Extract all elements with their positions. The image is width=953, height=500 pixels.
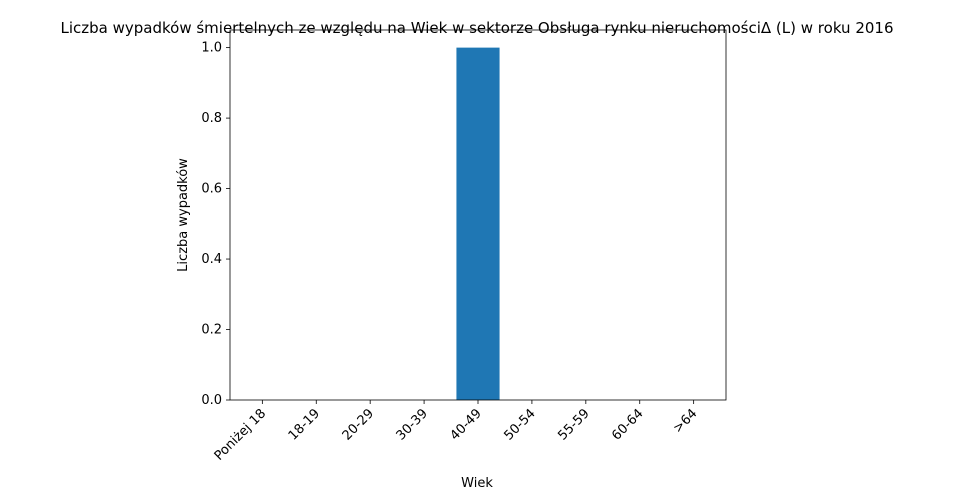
y-tick-label: 0.2 [201,323,222,338]
y-tick-label: 1.0 [201,41,222,56]
x-axis: Poniżej 18 18-19 20-29 30-39 40-49 50-54 55-59… [212,400,700,464]
bars [456,47,500,400]
x-tick-label: >64 [670,406,700,436]
chart-title: Liczba wypadków śmiertelnych ze względu … [60,19,893,37]
y-tick-label: 0.4 [201,252,222,267]
y-tick-label: 0.6 [201,182,222,197]
x-tick-label: 30-39 [394,406,431,443]
x-axis-label: Wiek [461,476,493,491]
x-tick-label: 50-54 [501,406,538,443]
plot-frame [229,29,727,401]
y-tick-label: 0.0 [201,393,222,408]
y-tick-label: 0.8 [201,111,222,126]
x-tick-label: 60-64 [609,406,646,443]
x-tick-label: 18-19 [286,406,323,443]
x-tick-label: 20-29 [340,406,377,443]
y-axis: 0.0 0.2 0.4 0.6 0.8 1.0 [201,41,230,408]
y-axis-label: Liczba wypadków [176,158,191,272]
x-tick-label: 40-49 [448,406,485,443]
x-tick-label: 55-59 [555,406,592,443]
bar-5 [456,47,500,400]
x-tick-label: Poniżej 18 [212,406,269,463]
